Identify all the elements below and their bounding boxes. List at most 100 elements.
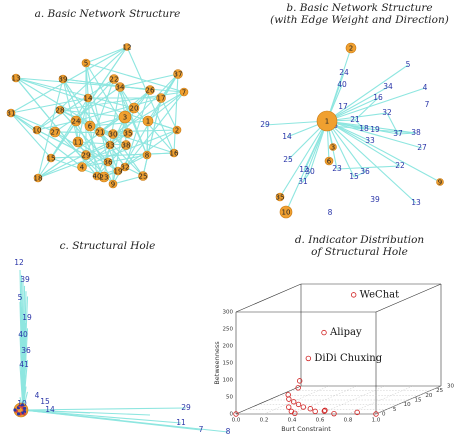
network-a-node	[33, 173, 43, 183]
network-a-node	[81, 150, 91, 160]
network-a-node	[103, 157, 113, 167]
y-tick-label: 200	[223, 344, 234, 350]
network-b-node-label: 9	[438, 179, 442, 187]
network-b-node-label: 1	[325, 118, 329, 126]
network-a-node	[70, 115, 82, 127]
network-a-node-label: 16	[170, 150, 179, 158]
network-b-edge	[285, 120, 328, 213]
network-c-node-label: 41	[19, 360, 29, 369]
network-a-node-label: 25	[139, 173, 148, 181]
network-a-edge	[50, 46, 128, 159]
network-b-node-label: 34	[383, 82, 393, 91]
network-a-node-label: 28	[56, 107, 65, 115]
network-a-edge	[62, 78, 151, 91]
network-a-node	[145, 85, 155, 95]
network-b-node-label: 2	[349, 45, 353, 53]
network-a-node	[123, 128, 133, 138]
network-a-node-label: 11	[74, 139, 83, 147]
scatter-point	[296, 378, 303, 384]
network-a-node	[108, 129, 118, 139]
network-b-node	[324, 156, 334, 166]
z-tick-label: 0	[382, 412, 386, 418]
network-a-edge	[124, 91, 185, 168]
z-tick-label: 5	[393, 407, 397, 413]
network-b-node-label: 6	[327, 158, 332, 166]
z-tick-label: 30	[447, 384, 454, 390]
scatter-point	[295, 385, 301, 391]
z-tick-label: 10	[404, 402, 411, 408]
cube-edge	[375, 385, 442, 415]
scatter-point	[290, 399, 297, 405]
network-c-node-label: 29	[181, 403, 191, 412]
scatter-point	[373, 411, 379, 417]
y-tick-label: 300	[223, 310, 234, 316]
network-b-node-label: 39	[370, 195, 380, 204]
network-a-node	[77, 162, 87, 172]
network-a-edge	[15, 77, 185, 93]
network-b-edge	[374, 129, 417, 134]
structural-hole-3d-scatter: 0.0 0.2 0.4 0.6 0.8 1.00501001502002503000510…	[213, 283, 454, 433]
network-a-node	[95, 127, 105, 137]
network-a-edge	[62, 78, 79, 143]
network-a-node	[46, 153, 56, 163]
network-a-node-label: 23	[100, 174, 109, 182]
network-c-cluster-node	[13, 408, 17, 412]
network-b-node-label: 14	[282, 132, 292, 141]
network-a-node-label: 13	[12, 75, 21, 83]
y-tick-label: 0	[230, 412, 234, 418]
network-c-node-label: 5	[18, 293, 23, 302]
network-a-node	[120, 162, 130, 172]
network-c-node-label: 8	[226, 427, 231, 436]
network-a-node	[11, 73, 21, 83]
z-tick-label: 15	[415, 398, 422, 404]
network-b-node-label: 3	[331, 144, 335, 152]
panel-b-title-line1: b. Basic Network Structure	[286, 2, 433, 14]
network-b-node-label: 8	[328, 208, 333, 217]
x-tick-label: 0.8	[344, 418, 353, 424]
cube-edge	[375, 283, 442, 313]
network-b-node-label: 30	[305, 167, 315, 176]
network-b-node	[279, 205, 293, 219]
network-a-node-label: 35	[124, 130, 133, 138]
network-b-edge	[354, 119, 365, 130]
network-c-node-label: 14	[45, 405, 55, 414]
scatter-point	[312, 408, 318, 415]
scatter-point	[300, 404, 307, 410]
network-a-node-label: 24	[72, 118, 81, 126]
network-a-edge	[99, 131, 144, 177]
network-a-node-label: 1	[146, 118, 150, 126]
network-c-cluster-node	[16, 412, 21, 416]
network-b-edge	[264, 120, 328, 126]
network-b-edge	[354, 97, 379, 121]
network-a-node	[173, 69, 183, 79]
network-a-edge	[62, 78, 114, 185]
network-b-node-label: 25	[283, 155, 293, 164]
network-a-node-label: 38	[122, 142, 131, 150]
network-a-edge	[37, 144, 127, 179]
network-a-edge	[59, 109, 109, 163]
network-b-node-label: 32	[382, 108, 392, 117]
network-a-edge	[173, 73, 179, 154]
network-b-node-label: 17	[338, 102, 348, 111]
scatter-point	[233, 411, 239, 417]
network-a-edge	[147, 91, 185, 122]
network-b-node-label: 18	[359, 124, 369, 133]
network-b-node-label: 19	[370, 125, 380, 134]
network-a-node	[113, 166, 123, 176]
network-a-node	[55, 105, 65, 115]
network-a-edge	[119, 86, 148, 156]
network-a-node-label: 12	[123, 44, 132, 52]
z-tick-label: 20	[425, 393, 432, 399]
network-a-edge	[119, 73, 179, 88]
network-a-node-label: 9	[111, 181, 115, 189]
network-a-edge	[10, 112, 56, 133]
panel-b-title-line2: (with Edge Weight and Direction)	[270, 14, 449, 26]
network-a-node	[72, 136, 84, 148]
network-b-edge	[386, 112, 399, 135]
network-a-node	[6, 108, 16, 118]
network-a-node	[109, 74, 119, 84]
network-a-node	[172, 125, 182, 135]
network-b-node-label: 23	[332, 164, 342, 173]
network-b-edge	[326, 64, 409, 122]
